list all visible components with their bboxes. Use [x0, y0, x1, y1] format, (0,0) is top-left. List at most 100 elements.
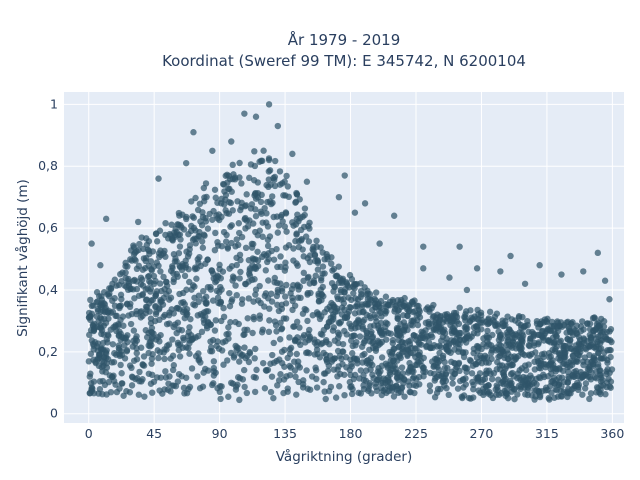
data-point: [531, 396, 538, 403]
data-point: [313, 384, 321, 391]
data-point: [353, 355, 361, 363]
data-point: [407, 337, 414, 344]
outlier-point: [209, 147, 216, 154]
data-point: [607, 325, 615, 333]
data-point: [467, 395, 474, 402]
data-point: [208, 344, 215, 351]
data-point: [348, 322, 355, 330]
data-point: [495, 391, 503, 398]
data-point: [315, 298, 323, 305]
data-point: [420, 368, 427, 375]
data-point: [597, 315, 605, 323]
y-tick-label: 0: [50, 406, 58, 421]
data-point: [535, 359, 542, 367]
data-point: [174, 339, 182, 346]
data-point: [261, 204, 268, 212]
data-point: [212, 317, 220, 324]
data-point: [222, 191, 230, 199]
data-point: [147, 315, 155, 322]
data-point: [459, 376, 467, 383]
data-point: [187, 227, 195, 235]
data-point: [315, 290, 322, 297]
data-point: [161, 311, 169, 319]
data-point: [311, 252, 319, 259]
data-point: [442, 343, 450, 351]
data-point: [294, 281, 301, 289]
data-point: [127, 256, 134, 263]
data-point: [209, 336, 217, 344]
data-point: [265, 155, 273, 162]
data-point: [427, 369, 434, 377]
data-point: [530, 342, 538, 349]
data-point: [591, 314, 598, 321]
data-point: [175, 249, 183, 257]
data-point: [293, 230, 300, 237]
data-point: [145, 342, 152, 349]
data-point: [330, 288, 337, 295]
data-point: [87, 296, 94, 304]
y-tick-label: 0,2: [38, 344, 58, 359]
data-point: [570, 373, 577, 380]
data-point: [228, 379, 235, 387]
data-point: [193, 235, 200, 243]
data-point: [270, 359, 278, 366]
data-point: [201, 232, 208, 239]
data-point: [294, 362, 302, 369]
data-point: [566, 337, 574, 344]
data-point: [475, 343, 482, 350]
data-point: [88, 302, 95, 310]
data-point: [356, 320, 363, 327]
data-point: [313, 237, 320, 245]
data-point: [149, 389, 156, 396]
data-point: [387, 357, 395, 364]
data-point: [593, 375, 600, 382]
data-point: [116, 385, 123, 392]
data-point: [251, 355, 258, 362]
data-point: [140, 245, 147, 253]
data-point: [543, 327, 551, 335]
data-point: [95, 354, 102, 362]
data-point: [246, 272, 254, 279]
data-point: [152, 277, 159, 285]
data-point: [341, 391, 348, 399]
data-point: [319, 263, 327, 270]
data-point: [366, 380, 373, 387]
data-point: [508, 330, 516, 337]
data-point: [319, 249, 326, 256]
data-point: [400, 302, 408, 310]
data-point: [248, 201, 256, 208]
data-point: [209, 216, 216, 223]
data-point: [565, 373, 572, 381]
data-point: [429, 333, 436, 341]
data-point: [462, 349, 469, 356]
data-point: [348, 360, 355, 368]
data-point: [358, 343, 366, 350]
data-point: [498, 346, 505, 354]
data-point: [252, 345, 259, 353]
data-point: [454, 385, 462, 392]
data-point: [390, 393, 398, 400]
data-point: [291, 367, 299, 374]
data-point: [167, 355, 174, 362]
data-point: [339, 278, 346, 285]
data-point: [220, 201, 228, 208]
data-point: [268, 298, 276, 305]
data-point: [226, 302, 234, 310]
data-point: [359, 352, 366, 359]
data-point: [210, 364, 218, 372]
data-point: [456, 304, 463, 311]
data-point: [169, 336, 176, 343]
outlier-point: [456, 243, 463, 250]
data-point: [218, 317, 225, 325]
data-point: [321, 309, 328, 316]
data-point: [236, 174, 243, 181]
data-point: [367, 314, 374, 322]
outlier-point: [289, 150, 296, 158]
data-point: [567, 357, 575, 365]
outlier-point: [606, 296, 613, 303]
data-point: [393, 374, 401, 381]
data-point: [199, 383, 207, 390]
data-point: [483, 334, 491, 341]
data-point: [410, 317, 417, 324]
